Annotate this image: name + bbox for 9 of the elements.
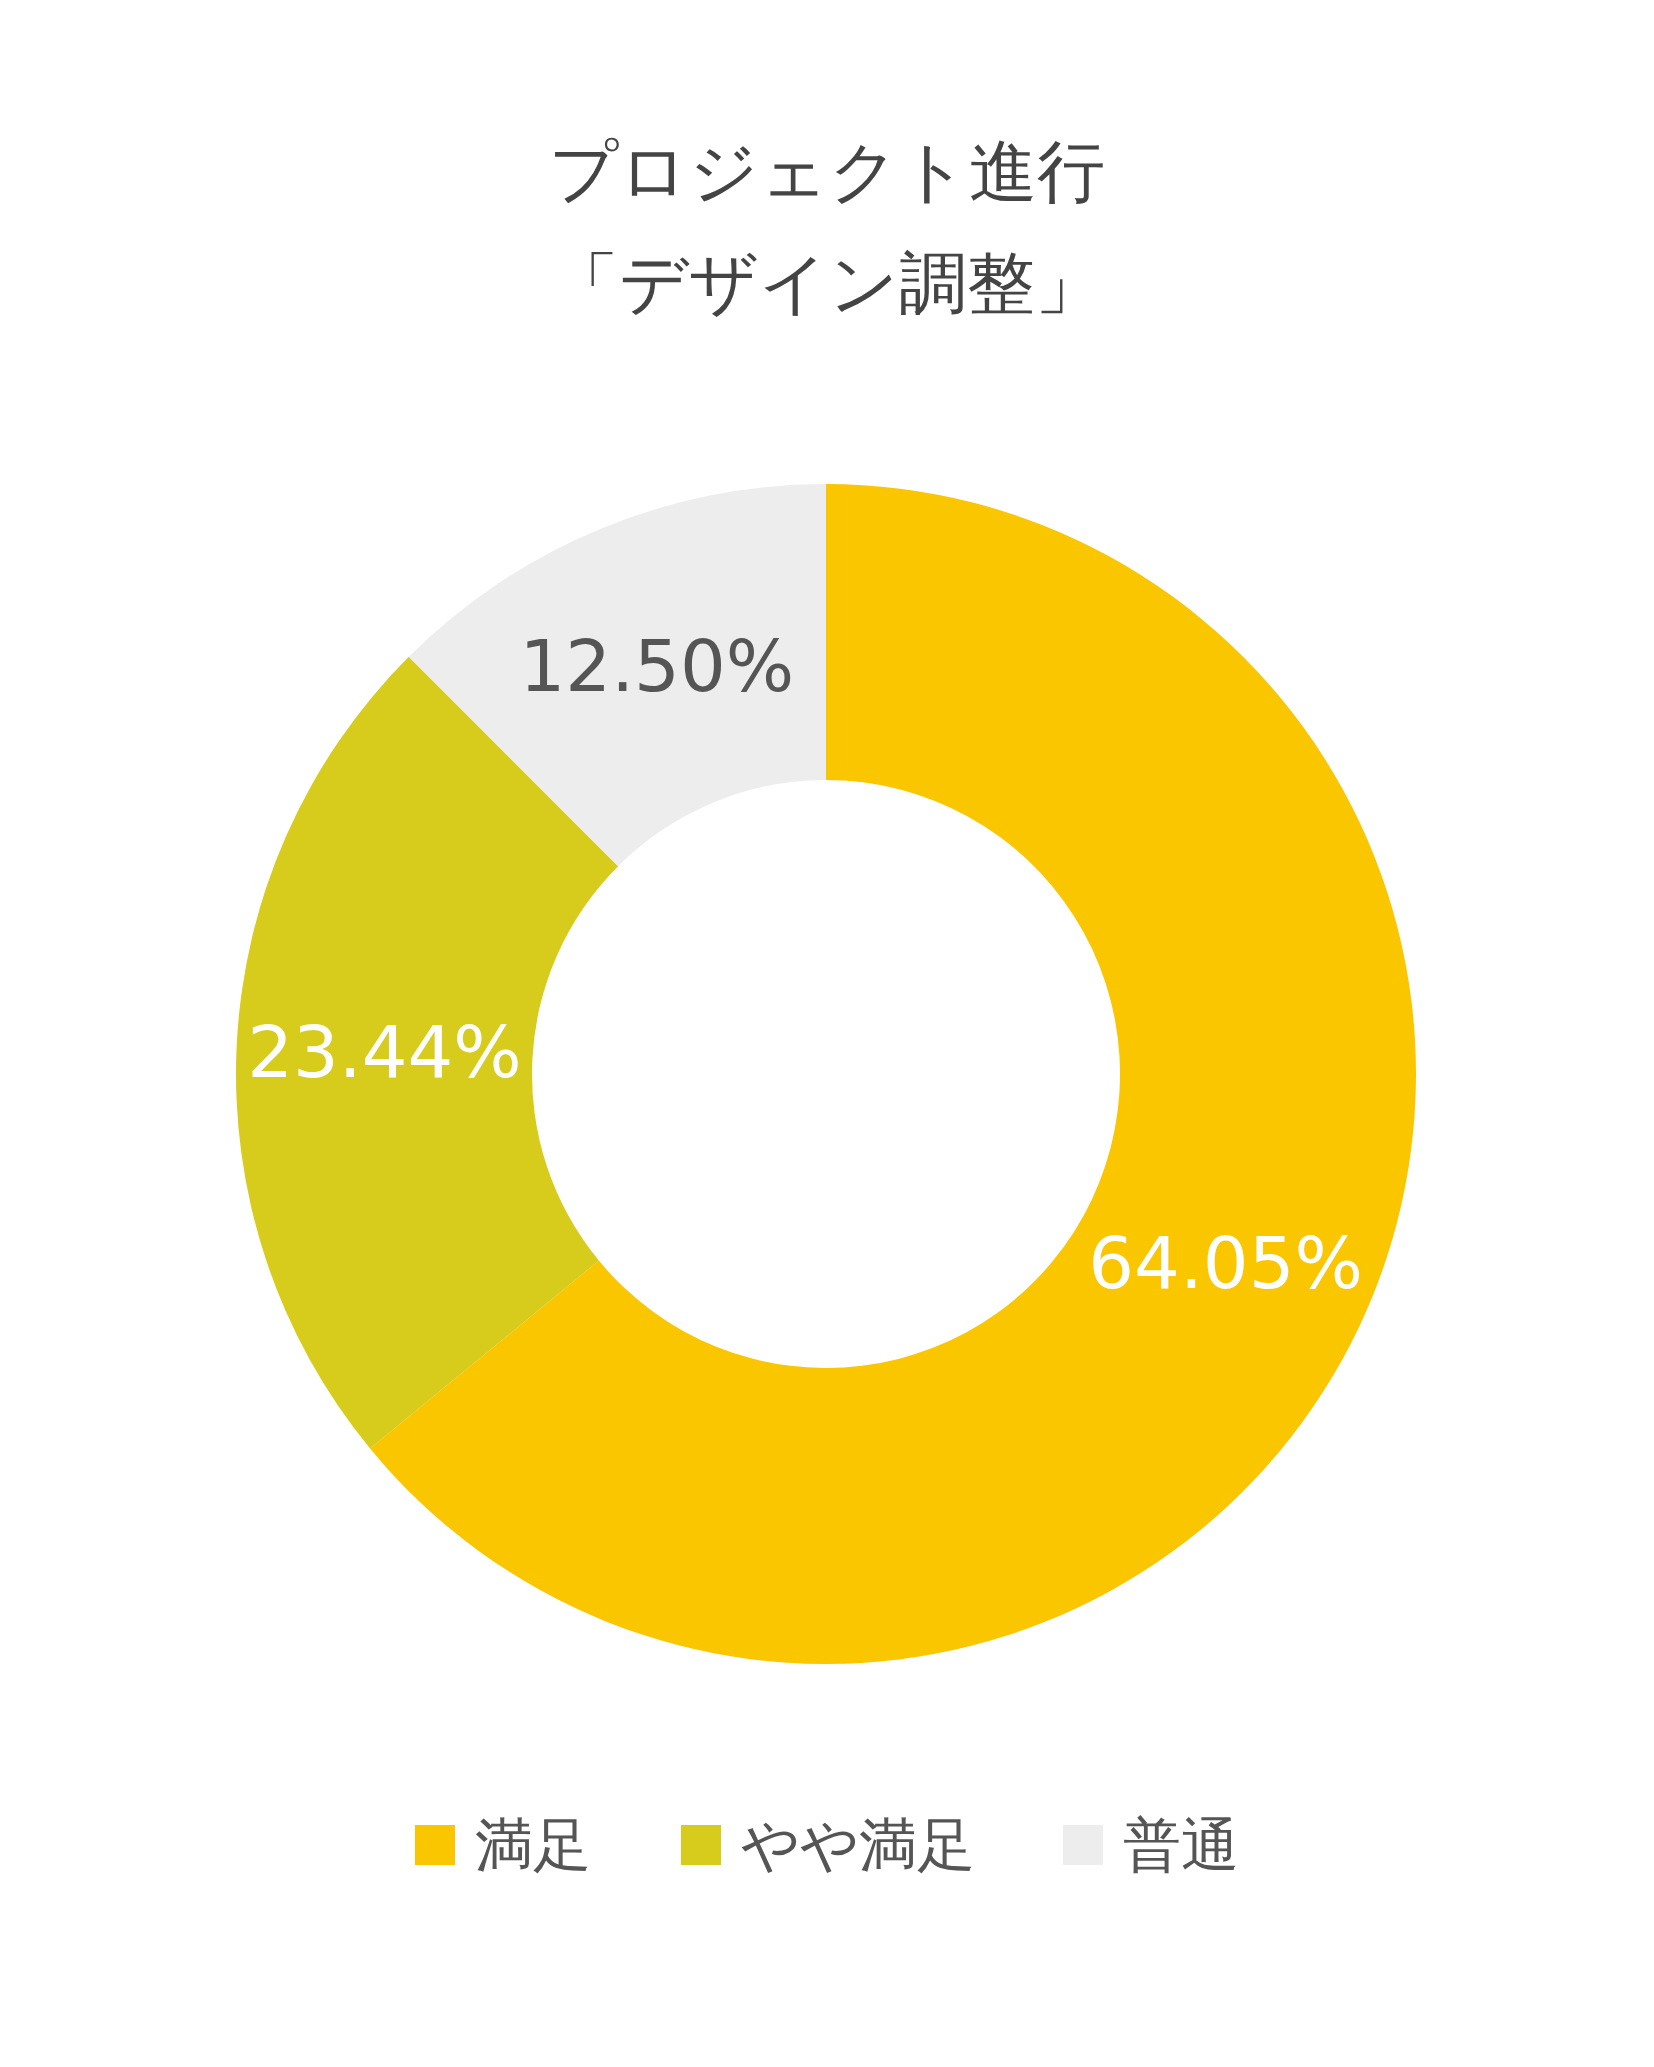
legend-label: 満足 [475,1811,591,1879]
chart-subtitle: 「デザイン調整」 [551,243,1103,323]
legend-label: やや満足 [741,1811,975,1879]
chart-title: プロジェクト進行 [549,131,1105,211]
data-label: 23.44% [247,1010,522,1095]
data-label: 64.05% [1088,1220,1363,1305]
legend-label: 普通 [1123,1811,1239,1879]
data-label: 12.50% [519,623,795,708]
donut-slice [408,484,826,867]
